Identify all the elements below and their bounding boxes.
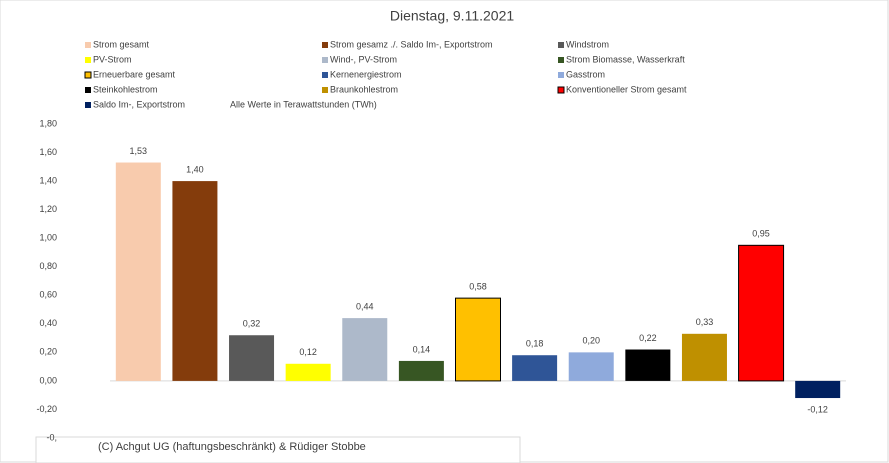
legend-label: Strom Biomasse, Wasserkraft <box>566 54 685 64</box>
y-tick-label: 0,80 <box>39 261 57 271</box>
legend-label: Erneuerbare gesamt <box>93 69 176 79</box>
bar <box>681 333 727 381</box>
y-tick-label: 1,80 <box>39 118 57 128</box>
data-label: 1,53 <box>130 146 148 156</box>
legend-label: Wind-, PV-Strom <box>330 54 397 64</box>
legend-label: Saldo Im-, Exportstrom <box>93 99 185 109</box>
data-label: 0,12 <box>299 347 317 357</box>
y-tick-label: 0,40 <box>39 318 57 328</box>
bar <box>285 363 331 381</box>
data-label: 0,22 <box>639 333 657 343</box>
legend-swatch <box>85 87 91 93</box>
y-tick-label: 0,60 <box>39 290 57 300</box>
data-label: 0,32 <box>243 319 261 329</box>
legend-label: Steinkohlestrom <box>93 84 158 94</box>
legend-label: Gasstrom <box>566 69 605 79</box>
data-label: 0,20 <box>582 336 600 346</box>
legend-swatch <box>322 42 328 48</box>
data-label: 0,18 <box>526 339 544 349</box>
legend-label: Strom gesamz ./. Saldo Im-, Exportstrom <box>330 39 493 49</box>
legend-swatch <box>558 72 564 78</box>
y-tick-label: 1,60 <box>39 147 57 157</box>
legend-label: Strom gesamt <box>93 39 150 49</box>
legend-swatch <box>85 42 91 48</box>
bar <box>512 355 558 381</box>
y-tick-label: 0,20 <box>39 347 57 357</box>
data-label: 0,44 <box>356 301 374 311</box>
footer-box <box>35 436 521 463</box>
bar <box>398 360 444 381</box>
data-label: 0,33 <box>696 317 714 327</box>
legend-swatch <box>84 71 92 79</box>
legend-label: Kernenergiestrom <box>330 69 402 79</box>
legend-swatch <box>558 42 564 48</box>
y-tick-label: 0,00 <box>39 375 57 385</box>
legend-swatch <box>557 86 565 94</box>
legend-swatch <box>558 57 564 63</box>
chart-title: Dienstag, 9.11.2021 <box>390 8 514 24</box>
legend-swatch <box>322 87 328 93</box>
legend-swatch <box>85 57 91 63</box>
y-tick-label: 1,20 <box>39 204 57 214</box>
bar <box>795 380 841 399</box>
y-tick-label: -0, <box>46 432 57 442</box>
y-tick-label: -0,20 <box>36 404 57 414</box>
legend-label: Braunkohlestrom <box>330 84 398 94</box>
y-tick-label: 1,00 <box>39 233 57 243</box>
bar <box>115 162 161 381</box>
data-label: 0,14 <box>413 344 431 354</box>
data-label: 1,40 <box>186 164 204 174</box>
legend-swatch <box>85 102 91 108</box>
data-label: 0,58 <box>469 282 487 292</box>
legend-label: Konventioneller Strom gesamt <box>566 84 687 94</box>
footer: (C) Achgut UG (haftungsbeschränkt) & Rüd… <box>98 441 366 453</box>
data-label: -0,12 <box>807 404 828 414</box>
bar <box>229 335 275 381</box>
bar <box>342 318 388 381</box>
bar <box>738 244 785 382</box>
data-label: 0,95 <box>752 229 770 239</box>
bar <box>455 297 501 382</box>
legend-label: PV-Strom <box>93 54 132 64</box>
legend-swatch <box>322 57 328 63</box>
bar <box>568 352 614 381</box>
y-tick-label: 1,40 <box>39 175 57 185</box>
bar <box>172 181 218 381</box>
bar <box>625 349 671 381</box>
legend-swatch <box>322 72 328 78</box>
annotation: Alle Werte in Terawattstunden (TWh) <box>230 99 377 109</box>
legend-label: Windstrom <box>566 39 609 49</box>
